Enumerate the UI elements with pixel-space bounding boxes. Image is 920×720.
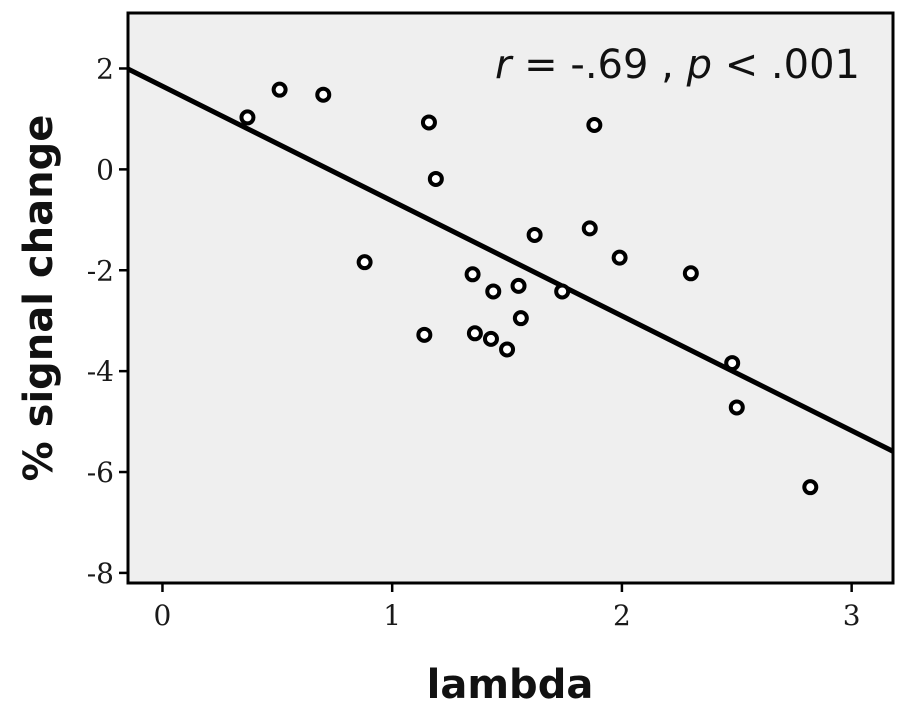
data-point — [485, 283, 502, 300]
data-point — [586, 116, 603, 133]
regression-line — [126, 66, 895, 454]
data-point — [356, 254, 373, 271]
y-axis: 2 0 -2 -4 -6 -8 — [87, 52, 128, 590]
data-point — [464, 266, 481, 283]
x-axis: 0 1 2 3 — [154, 583, 861, 632]
y-tick-label: -6 — [87, 456, 114, 489]
x-tick-label: 2 — [613, 599, 631, 632]
data-point — [724, 355, 741, 372]
x-tick-label: 3 — [843, 599, 861, 632]
data-point — [416, 326, 433, 343]
x-tick-label: 0 — [154, 599, 172, 632]
plot-area — [128, 13, 893, 583]
y-axis-title: % signal change — [16, 115, 62, 482]
data-point — [482, 330, 499, 347]
data-point — [611, 249, 628, 266]
p-value: < .001 — [712, 42, 860, 88]
data-point — [239, 109, 256, 126]
x-tick-label: 1 — [383, 599, 401, 632]
r-symbol: r — [495, 42, 514, 88]
y-tick-label: -2 — [87, 254, 114, 287]
data-point — [581, 220, 598, 237]
data-point — [315, 86, 332, 103]
data-point — [526, 226, 543, 243]
y-tick-label: 0 — [96, 153, 114, 186]
y-tick-label: -4 — [87, 355, 114, 388]
y-tick-label: -8 — [87, 557, 114, 590]
data-point — [512, 310, 529, 327]
r-value: = -.69 , — [511, 42, 686, 88]
data-point — [466, 325, 483, 342]
data-point — [554, 283, 571, 300]
data-point — [510, 277, 527, 294]
data-point — [682, 265, 699, 282]
correlation-annotation: r = -.69 , p < .001 — [495, 42, 860, 88]
p-symbol: p — [686, 42, 712, 88]
data-point — [271, 81, 288, 98]
data-point — [499, 341, 516, 358]
plot-frame — [126, 11, 895, 585]
data-point — [728, 399, 745, 416]
y-tick-label: 2 — [96, 52, 114, 85]
data-points — [239, 81, 819, 496]
data-point — [802, 479, 819, 496]
data-point — [420, 114, 437, 131]
x-axis-title: lambda — [427, 662, 594, 708]
data-point — [427, 170, 444, 187]
